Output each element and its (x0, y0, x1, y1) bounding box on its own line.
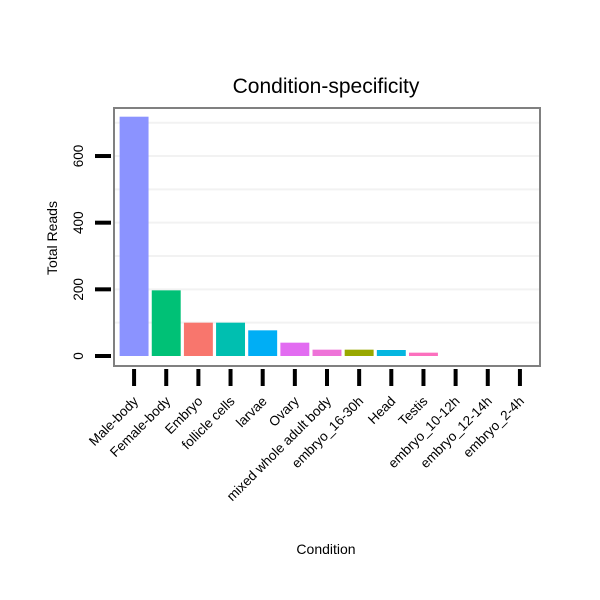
bar-6 (280, 342, 310, 356)
bar-2 (151, 290, 181, 356)
x-tick-label: Head (365, 394, 398, 427)
y-tick-label: 200 (71, 278, 86, 301)
bar-10 (408, 352, 438, 356)
gridlines (115, 121, 539, 324)
x-tick-label: larvae (233, 394, 270, 431)
bar-9 (376, 350, 406, 356)
x-axis-label: Condition (296, 541, 355, 557)
chart-title: Condition-specificity (233, 75, 420, 98)
y-axis-label: Total Reads (44, 201, 60, 275)
y-axis: 0 200 400 600 (71, 145, 111, 360)
bar-5 (248, 330, 278, 356)
bar-8 (344, 349, 374, 356)
y-tick-label: 400 (71, 211, 86, 234)
bar-4 (216, 322, 246, 356)
bar-1 (119, 116, 149, 356)
y-tick-label: 0 (71, 352, 86, 360)
plot-border (113, 107, 541, 367)
y-tick-label: 600 (71, 145, 86, 168)
bar-3 (183, 322, 213, 356)
bars (119, 116, 438, 356)
bar-7 (312, 349, 342, 356)
